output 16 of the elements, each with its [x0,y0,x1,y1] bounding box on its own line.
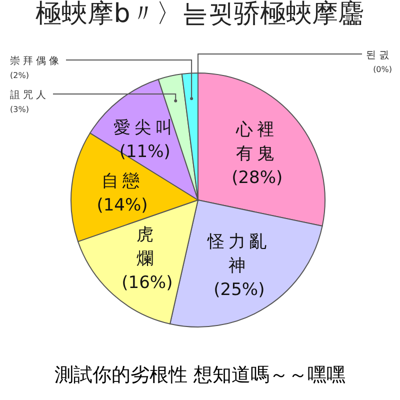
data-label: (3%) [10,105,29,114]
data-label: (28%) [232,168,283,188]
slice-label: 心裡有鬼 [235,120,278,164]
data-label: (25%) [214,280,265,300]
slice-label: 自戀 [101,172,144,192]
slice-label: 怪力亂神 [206,232,271,276]
text: 測試你的劣根性 想知道嗎～～嘿嘿 [53,363,347,388]
chart-title: 極蛺摩b〃〉늗꾓骄極蛺摩麢 [34,0,366,29]
slice-label: 虎爛 [136,224,158,269]
slice-label: 愛尖叫 [113,118,176,138]
slice-label: 崇拜偶像 [10,55,62,67]
data-label: (11%) [119,142,170,162]
data-label: (2%) [10,71,29,80]
data-label: (14%) [96,196,148,216]
slice-label: 詛咒人 [10,89,49,101]
slice: 心裡有鬼 (28%) [198,72,326,226]
